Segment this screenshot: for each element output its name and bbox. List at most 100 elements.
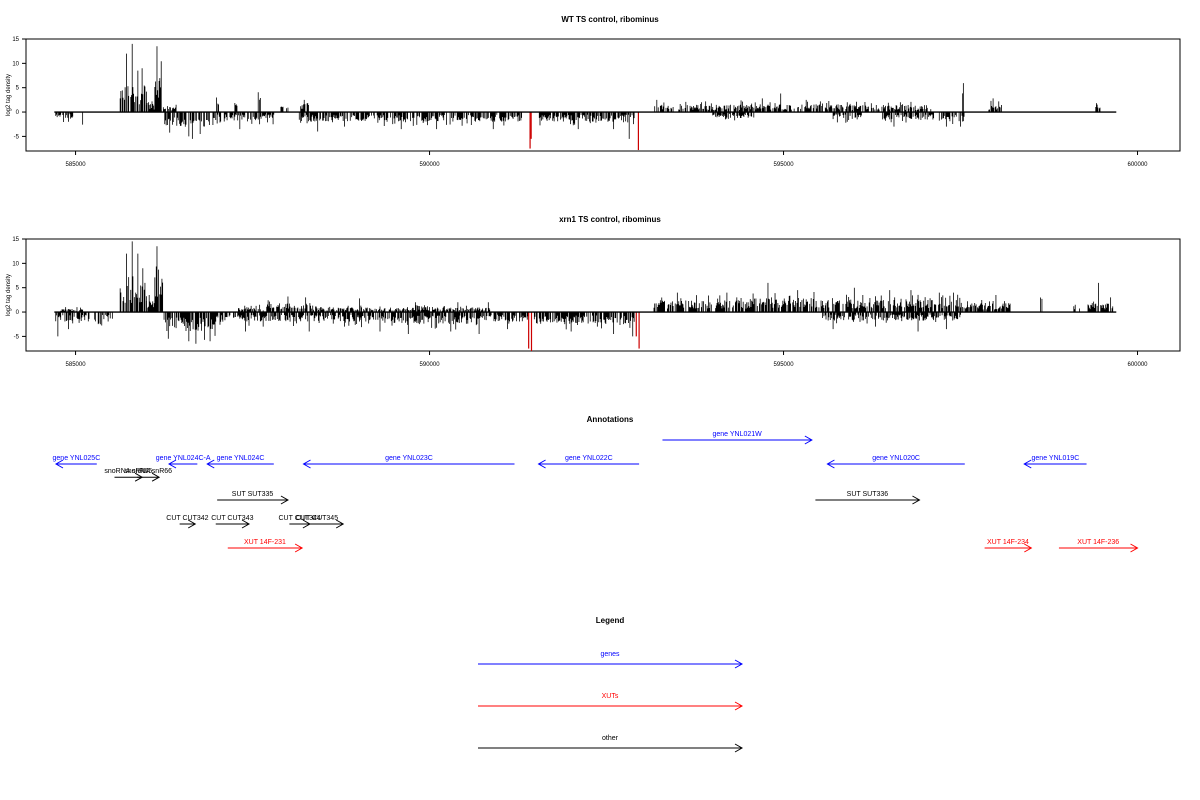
- annotation-arrow-arrowhead: [294, 543, 304, 553]
- annotation-arrow-arrowhead: [168, 459, 177, 469]
- legend-label: genes: [600, 651, 620, 658]
- wt-x-tick-label: 600000: [1128, 162, 1149, 168]
- xrn1-sense-bars: [237, 304, 264, 313]
- xrn1-antisense-bars: [215, 312, 275, 332]
- annotation-feature: gene YNL021W: [662, 431, 813, 445]
- xrn1-antisense-bars: [924, 312, 961, 330]
- annotation-arrow-arrowhead: [537, 459, 546, 469]
- legend-item-gene: genes: [478, 651, 744, 669]
- annotation-label: XUT 14F-234: [987, 539, 1029, 546]
- xrn1-antisense-bars: [533, 312, 635, 337]
- xrn1-sense-bars: [439, 302, 491, 313]
- annotation-label: gene YNL020C: [872, 455, 920, 462]
- wt-x-tick-label: 595000: [774, 162, 795, 168]
- legend-label: XUTs: [602, 693, 619, 700]
- wt-sense-bars: [154, 46, 162, 113]
- annotation-feature: gene YNL024C-A: [156, 455, 211, 469]
- annotation-label: snoRNA snR65: [104, 468, 152, 475]
- xrn1-sense-bars: [266, 296, 312, 313]
- xrn1-plot-frame: [25, 238, 1181, 352]
- legend-panel: Legend genes XUTs other: [478, 616, 744, 753]
- annotation-feature: XUT 14F-231: [227, 539, 304, 553]
- legend-label: other: [602, 735, 619, 742]
- annotation-feature: gene YNL022C: [537, 455, 640, 469]
- annotation-label: XUT 14F-236: [1077, 539, 1119, 546]
- wt-sense-bars: [234, 102, 238, 113]
- wt-antisense-bars: [538, 112, 635, 139]
- wt-y-tick-label: -5: [14, 134, 20, 140]
- annotation-feature: XUT 14F-234: [984, 539, 1033, 553]
- wt-y-tick-label: 0: [16, 110, 20, 116]
- wt-y-tick-label: 10: [12, 61, 19, 67]
- xrn1-track-data: 15 10 5 0 -5 585000 590000 595000 600000: [12, 237, 1148, 368]
- annotation-label: CUT CUT345: [296, 515, 338, 522]
- annotation-label: CUT CUT344: [278, 515, 320, 522]
- wt-antisense-bars: [371, 112, 476, 130]
- annotation-feature: XUT 14F-236: [1058, 539, 1139, 553]
- wt-sense-bars: [300, 99, 309, 113]
- legend-items: genes XUTs other: [478, 651, 744, 753]
- xrn1-sense-bars: [312, 298, 439, 313]
- xrn1-antisense-bars: [485, 312, 529, 330]
- xrn1-antisense-bars: [273, 312, 360, 332]
- xrn1-sense-bars: [145, 294, 155, 313]
- annotation-arrow-arrowhead: [187, 519, 197, 529]
- annotation-label: CUT CUT342: [166, 515, 208, 522]
- wt-sense-bars: [758, 93, 840, 113]
- wt-sense-bars: [962, 83, 964, 113]
- annotation-label: gene YNL019C: [1032, 455, 1080, 462]
- xrn1-y-tick-label: 5: [16, 286, 20, 292]
- legend-arrow-arrowhead: [734, 743, 744, 753]
- annotation-feature: gene YNL025C: [53, 455, 101, 469]
- xrn1-track-title: xrn1 TS control, ribominus: [559, 215, 661, 224]
- wt-y-tick-label: 15: [12, 37, 19, 43]
- xrn1-y-axis-label: log2 tag density: [6, 274, 12, 316]
- annotation-feature: SUT SUT336: [815, 491, 921, 505]
- wt-sense-bars: [119, 43, 147, 113]
- xrn1-y-tick-label: 0: [16, 310, 20, 316]
- wt-sense-bars: [160, 104, 177, 113]
- annotation-arrow-arrowhead: [804, 435, 813, 445]
- legend-arrow-arrowhead: [734, 659, 744, 669]
- annotation-arrow-arrowhead: [335, 519, 345, 529]
- annotation-arrow-arrowhead: [302, 459, 311, 469]
- annotation-arrow-arrowhead: [1024, 543, 1033, 553]
- wt-sense-bars: [257, 92, 261, 113]
- xrn1-sense-bars: [1040, 297, 1043, 313]
- xrn1-sense-bars: [748, 282, 840, 313]
- xrn1-x-tick-label: 585000: [66, 362, 87, 368]
- annotation-arrow-arrowhead: [54, 459, 64, 469]
- wt-antisense-bars: [55, 112, 74, 123]
- wt-antisense-bars: [938, 112, 965, 127]
- annotation-arrow-arrowhead: [151, 472, 161, 482]
- annotation-features: gene YNL025C gene YNL024C-A gene YNL024C ge…: [53, 431, 1139, 553]
- wt-sense-bars: [988, 98, 1002, 113]
- legend-arrow-arrowhead: [734, 701, 744, 711]
- annotation-arrow-arrowhead: [1023, 459, 1032, 469]
- xrn1-y-tick-label: 10: [12, 261, 19, 267]
- annotation-label: snoRNA snR66: [124, 468, 172, 475]
- xrn1-y-tick-label: 15: [12, 237, 19, 243]
- xrn1-track-panel: xrn1 TS control, ribominus log2 tag dens…: [6, 215, 1181, 368]
- wt-antisense-bars: [475, 112, 522, 130]
- wt-sense-bars: [1095, 103, 1101, 113]
- annotation-feature: CUT CUT342: [166, 515, 209, 529]
- xrn1-sense-bars: [1087, 282, 1114, 313]
- annotations-title: Annotations: [587, 415, 634, 424]
- wt-track-panel: WT TS control, ribominus log2 tag densit…: [6, 15, 1181, 168]
- xrn1-antisense-bars: [358, 312, 486, 334]
- annotation-feature: snoRNA snR66: [124, 468, 172, 482]
- annotation-label: gene YNL024C: [217, 455, 265, 462]
- wt-antisense-bars: [832, 112, 862, 123]
- annotation-arrow-arrowhead: [241, 519, 251, 529]
- annotation-feature: SUT SUT335: [217, 491, 289, 505]
- xrn1-sense-bars: [154, 246, 164, 313]
- xrn1-y-tick-label: -5: [14, 334, 20, 340]
- wt-track-data: 15 10 5 0 -5 585000 590000 595000 600000: [12, 37, 1148, 168]
- annotation-label: gene YNL021W: [713, 431, 763, 438]
- wt-track-title: WT TS control, ribominus: [561, 15, 659, 24]
- xrn1-x-tick-label: 590000: [420, 362, 441, 368]
- legend-title: Legend: [596, 616, 625, 625]
- annotation-label: gene YNL025C: [53, 455, 101, 462]
